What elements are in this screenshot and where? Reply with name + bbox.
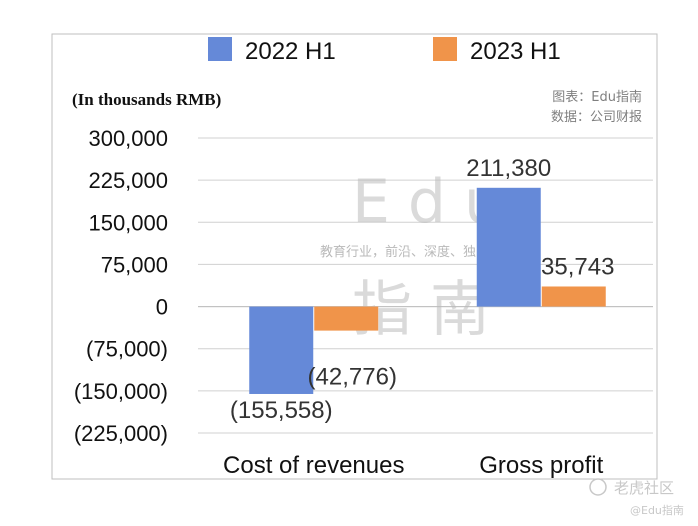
corner-watermark-main: 老虎社区	[614, 479, 674, 497]
legend-swatch-2023-h1	[433, 37, 457, 61]
data-label: (42,776)	[308, 364, 397, 391]
watermark-tagline: 教育行业，前沿、深度、独家	[320, 244, 489, 260]
source-line-data: 数据：公司财报	[551, 110, 642, 125]
y-tick-label: (225,000)	[74, 421, 168, 446]
source-line-chart: 图表：Edu指南	[552, 89, 642, 105]
legend-label-2023-h1: 2023 H1	[470, 38, 561, 65]
data-labels: (155,558) (42,776) 211,380 35,743	[230, 155, 615, 424]
corner-watermark: 老虎社区 @Edu指南	[589, 478, 684, 517]
bar-2022-h1	[249, 306, 314, 394]
data-label: 211,380	[466, 155, 551, 182]
legend-label-2022-h1: 2022 H1	[245, 38, 336, 65]
y-tick-label: 150,000	[88, 210, 168, 235]
data-label: 35,743	[541, 253, 614, 280]
bar-2023-h1	[541, 286, 606, 307]
y-axis-ticks: 300,000 225,000 150,000 75,000 0 (75,000) (150…	[74, 126, 168, 446]
x-category-label: Cost of revenues	[223, 452, 404, 479]
corner-watermark-sub: @Edu指南	[630, 503, 684, 517]
y-tick-label: 75,000	[101, 252, 168, 277]
y-tick-label: (75,000)	[86, 337, 168, 362]
chart-frame	[51, 33, 658, 480]
x-axis-categories: Cost of revenues Gross profit	[223, 452, 604, 479]
bar-2022-h1	[476, 187, 541, 307]
corner-logo-icon	[589, 478, 607, 496]
unit-note: (In thousands RMB)	[72, 90, 221, 109]
y-tick-label: 300,000	[88, 126, 168, 151]
y-tick-label: (150,000)	[74, 379, 168, 404]
data-label: (155,558)	[230, 397, 333, 424]
legend-swatch-2022-h1	[208, 37, 232, 61]
bars	[249, 187, 606, 394]
x-category-label: Gross profit	[479, 452, 603, 479]
bar-2023-h1	[314, 306, 379, 331]
legend: 2022 H1 2023 H1	[208, 37, 561, 65]
y-tick-label: 0	[156, 295, 168, 320]
y-tick-label: 225,000	[88, 168, 168, 193]
